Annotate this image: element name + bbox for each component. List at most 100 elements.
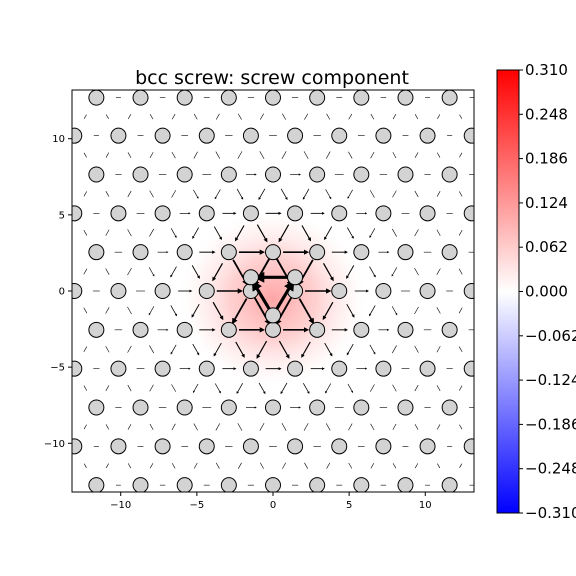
atom [72,283,83,299]
displacement-arrow [213,342,222,357]
atom [397,244,414,261]
displacement-arrow [414,190,419,198]
displacement-arrow [324,226,333,241]
displacement-arrow [459,385,463,391]
displacement-arrow [458,229,463,236]
displacement-arrow [83,346,88,353]
displacement-arrow [326,462,331,469]
atom [331,205,348,222]
core-atom [265,307,281,324]
atom [176,321,193,338]
colorbar-tick-label: −0.248 [525,460,576,478]
displacement-arrow [282,113,287,120]
displacement-arrow [278,224,290,243]
small-displacement-arrows [83,97,484,486]
displacement-arrow [215,151,221,159]
displacement-arrow [392,423,397,430]
atom [265,477,281,492]
displacement-arrow [127,190,132,198]
atom [397,477,414,492]
colorbar-tick-label: 0.310 [525,61,568,79]
displacement-arrow [193,189,199,199]
displacement-arrow [231,298,248,325]
atom [220,244,237,261]
displacement-arrow [171,423,176,431]
displacement-arrow [324,342,333,357]
displacement-arrow [481,269,484,274]
displacement-arrow [414,463,419,469]
displacement-arrow [436,424,441,430]
y-tick-label: 10 [52,134,65,145]
displacement-arrow [436,191,441,197]
displacement-arrow [192,343,200,356]
colorbar-tick-label: 0.248 [525,105,568,123]
chart-title: bcc screw: screw component [135,67,409,89]
displacement-arrow [481,308,484,313]
displacement-arrow [256,224,268,243]
displacement-arrow [212,301,224,321]
y-tick-label: 5 [59,210,65,221]
displacement-arrow [170,344,177,355]
colorbar: 0.310 0.248 0.186 0.124 0.062 0.000 −0.062 −0.1… [496,61,576,522]
atom [88,166,105,183]
displacement-arrow [322,263,334,282]
atom [242,205,259,222]
displacement-arrow [482,464,484,468]
displacement-arrow [459,152,463,158]
displacement-arrow [191,265,200,279]
displacement-arrow [214,189,221,200]
displacement-arrow [325,383,332,394]
displacement-arrow [436,152,441,158]
displacement-arrow [260,462,264,469]
atom [353,321,370,338]
displacement-arrow [280,188,288,201]
displacement-arrow [148,267,155,277]
displacement-arrow [322,301,334,321]
atom [154,360,171,377]
displacement-arrow [192,227,200,239]
displacement-arrow [459,424,463,430]
colorbar-tick-label: 0.186 [525,150,568,168]
displacement-arrow [370,151,375,159]
atom [72,127,83,144]
atom [220,321,237,338]
colorbar-tick-label: −0.186 [525,415,576,433]
atom [397,399,414,416]
displacement-arrow [482,115,484,119]
displacement-arrow [236,188,244,200]
displacement-arrow [83,191,87,197]
displacement-arrow [237,151,243,159]
displacement-arrow [370,423,375,431]
atom [198,438,215,455]
displacement-arrow [437,114,441,119]
displacement-arrow [149,228,154,237]
displacement-arrow [170,228,177,238]
atom [88,399,105,416]
atom [309,477,326,492]
atom [176,90,193,106]
atom [375,205,392,222]
displacement-arrow [281,151,287,160]
atom [265,244,281,261]
displacement-arrow [348,423,353,431]
atom [110,127,127,144]
atom [132,244,149,261]
displacement-arrow [414,114,419,120]
displacement-arrow [304,462,309,469]
displacement-arrow [237,462,242,469]
colorbar-tick-label: −0.310 [525,504,576,522]
displacement-arrow [325,151,331,159]
displacement-arrow [459,114,463,119]
core-atom [287,269,304,286]
atom [441,477,458,492]
atom [309,244,326,261]
displacement-arrow [325,423,331,431]
displacement-arrow [392,114,397,120]
displacement-arrow [83,307,88,314]
colorbar-tick-label: 0.062 [525,238,568,256]
displacement-arrow [83,385,87,391]
displacement-arrow [214,383,221,394]
displacement-arrow [414,229,419,237]
core-atom [242,269,259,286]
displacement-arrow [105,307,110,314]
